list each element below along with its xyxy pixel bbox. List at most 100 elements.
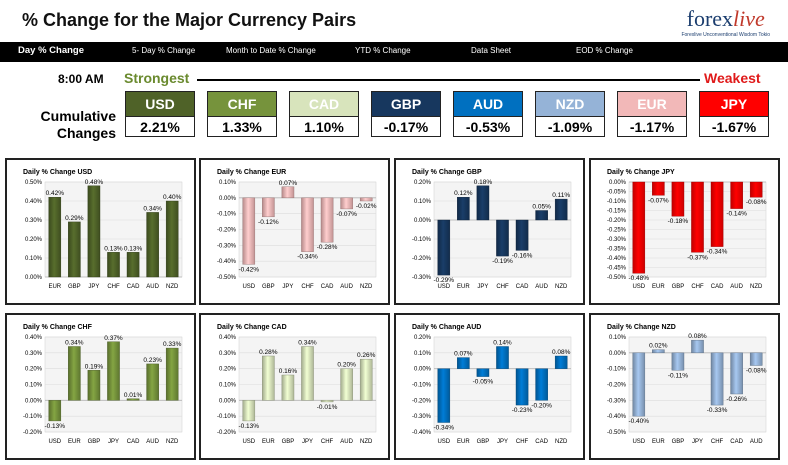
- data-label: -0.18%: [668, 218, 689, 225]
- bar: [535, 368, 548, 401]
- tile-currency-label: USD: [126, 92, 194, 117]
- bar-chart: Daily % Change JPY -0.50% -0.45% -0.40% -0.3…: [607, 169, 767, 290]
- y-tick-label: -0.50%: [607, 275, 627, 281]
- x-tick-label: CAD: [535, 439, 548, 445]
- y-tick-label: -0.40%: [217, 259, 237, 265]
- x-tick-label: AUD: [146, 439, 159, 445]
- x-tick-label: JPY: [477, 284, 488, 290]
- y-tick-label: -0.30%: [412, 275, 432, 281]
- data-label: 0.13%: [124, 245, 143, 252]
- x-tick-label: USD: [48, 439, 61, 445]
- bar: [340, 197, 353, 210]
- bar: [359, 358, 373, 401]
- data-label: 0.20%: [337, 362, 356, 369]
- data-label: -0.07%: [648, 197, 669, 204]
- x-tick-label: USD: [242, 439, 255, 445]
- y-tick-label: 0.00%: [219, 196, 237, 202]
- cumulative-changes-label: Cumulative Changes: [40, 108, 116, 141]
- nav-data-sheet[interactable]: Data Sheet: [471, 46, 512, 55]
- bar: [242, 197, 256, 265]
- y-tick-label: 0.00%: [25, 398, 43, 404]
- data-label: -0.37%: [687, 254, 708, 261]
- bar: [165, 347, 179, 401]
- y-tick-label: -0.20%: [412, 398, 432, 404]
- x-tick-label: USD: [632, 439, 645, 445]
- bar: [457, 197, 470, 221]
- bar-chart: Daily % Change GBP -0.30% -0.20% -0.10% 0.00…: [412, 169, 572, 290]
- x-tick-label: CAD: [516, 284, 529, 290]
- data-label: -0.29%: [433, 277, 454, 284]
- tile-cumulative-value: -1.17%: [629, 119, 675, 135]
- bar: [554, 198, 568, 221]
- bar: [68, 346, 81, 401]
- data-label: -0.13%: [44, 423, 65, 430]
- nav-day-change[interactable]: Day % Change: [18, 45, 84, 56]
- data-label: 0.28%: [259, 349, 278, 356]
- page-title: % Change for the Major Currency Pairs: [22, 10, 357, 30]
- y-tick-label: 0.20%: [219, 367, 237, 373]
- y-tick-label: -0.20%: [607, 383, 627, 389]
- data-label: 0.01%: [124, 392, 143, 399]
- bar: [496, 219, 509, 257]
- data-label: 0.29%: [65, 215, 84, 222]
- y-tick-label: -0.30%: [607, 237, 627, 243]
- tile-cumulative-value: -1.09%: [547, 119, 593, 135]
- data-label: -0.23%: [512, 407, 533, 414]
- x-tick-label: CHF: [496, 284, 509, 290]
- x-tick-label: JPY: [282, 284, 293, 290]
- y-tick-label: -0.10%: [412, 383, 432, 389]
- data-label: -0.20%: [531, 402, 552, 409]
- y-tick-label: -0.10%: [607, 367, 627, 373]
- y-tick-label: -0.10%: [217, 212, 237, 218]
- bar: [87, 185, 101, 278]
- data-label: 0.08%: [688, 333, 707, 340]
- y-tick-label: 0.30%: [25, 218, 43, 224]
- y-tick-label: 0.20%: [414, 335, 432, 341]
- y-tick-label: 0.20%: [25, 237, 43, 243]
- data-label: 0.16%: [279, 368, 298, 375]
- chart-title: Daily % Change AUD: [412, 324, 481, 331]
- bar: [515, 219, 529, 251]
- tile-currency-label: CAD: [290, 92, 358, 117]
- data-label: 0.08%: [552, 349, 571, 356]
- bar: [281, 186, 295, 199]
- x-tick-label: CAD: [730, 439, 743, 445]
- bar: [146, 363, 159, 401]
- chart-panel: Daily % Change AUD -0.40% -0.30% -0.20% -0.1…: [394, 313, 585, 460]
- bar: [68, 221, 81, 278]
- bar: [242, 400, 256, 422]
- nav-eod-change[interactable]: EOD % Change: [576, 46, 633, 55]
- bar: [632, 352, 646, 417]
- x-tick-label: GBP: [262, 284, 275, 290]
- y-tick-label: 0.10%: [219, 383, 237, 389]
- x-tick-label: EUR: [48, 284, 61, 290]
- data-label: -0.16%: [512, 252, 533, 259]
- bar: [48, 197, 62, 278]
- y-tick-label: -0.20%: [23, 430, 43, 436]
- nav-ytd-change[interactable]: YTD % Change: [355, 46, 411, 55]
- data-label: -0.40%: [628, 418, 649, 425]
- forexlive-logo[interactable]: forexlive Forexlive Unconventional Wisdo…: [681, 6, 770, 38]
- y-tick-label: -0.50%: [217, 275, 237, 281]
- bar: [476, 368, 490, 377]
- bar-chart: Daily % Change CAD -0.20% -0.10% 0.00% 0.10%…: [217, 324, 377, 445]
- nav-5-day-change[interactable]: 5- Day % Change: [132, 46, 196, 55]
- y-tick-label: 0.00%: [219, 398, 237, 404]
- title-bar: % Change for the Major Currency Pairs fo…: [0, 0, 788, 43]
- x-tick-label: EUR: [652, 439, 665, 445]
- x-tick-label: USD: [437, 284, 450, 290]
- y-tick-label: 0.00%: [609, 351, 627, 357]
- bar: [671, 181, 685, 217]
- x-tick-label: USD: [242, 284, 255, 290]
- data-label: 0.48%: [85, 179, 104, 186]
- x-tick-label: EUR: [68, 439, 81, 445]
- weakest-label: Weakest: [704, 70, 761, 86]
- x-tick-label: CAD: [711, 284, 724, 290]
- y-tick-label: -0.40%: [607, 414, 627, 420]
- nav-month-to-date-change[interactable]: Month to Date % Change: [226, 46, 316, 55]
- y-tick-label: -0.25%: [607, 228, 627, 234]
- data-label: 0.07%: [454, 351, 473, 358]
- tile-currency-label: AUD: [454, 92, 522, 117]
- y-tick-label: -0.20%: [217, 430, 237, 436]
- x-tick-label: GBP: [672, 284, 685, 290]
